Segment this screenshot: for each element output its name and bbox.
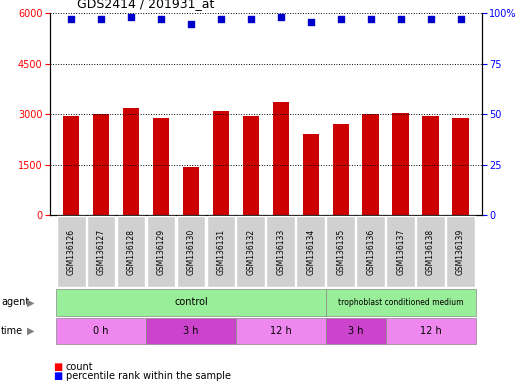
FancyBboxPatch shape <box>147 217 175 287</box>
Text: GSM136138: GSM136138 <box>426 228 435 275</box>
Point <box>97 17 105 23</box>
FancyBboxPatch shape <box>146 318 236 344</box>
Point <box>187 20 195 26</box>
Text: 12 h: 12 h <box>270 326 291 336</box>
Point <box>127 14 135 20</box>
Text: ▶: ▶ <box>27 326 35 336</box>
FancyBboxPatch shape <box>206 217 235 287</box>
Text: control: control <box>174 297 208 308</box>
Point <box>366 17 375 23</box>
FancyBboxPatch shape <box>87 217 116 287</box>
Bar <box>303 134 319 215</box>
Point <box>427 17 435 23</box>
FancyBboxPatch shape <box>56 289 326 316</box>
Text: GSM136139: GSM136139 <box>456 228 465 275</box>
Point <box>277 14 285 20</box>
Text: 0 h: 0 h <box>93 326 109 336</box>
FancyBboxPatch shape <box>386 217 415 287</box>
FancyBboxPatch shape <box>236 318 326 344</box>
Point <box>307 18 315 25</box>
Text: percentile rank within the sample: percentile rank within the sample <box>66 371 231 381</box>
FancyBboxPatch shape <box>296 217 325 287</box>
FancyBboxPatch shape <box>117 217 145 287</box>
Text: GSM136128: GSM136128 <box>127 228 136 275</box>
Bar <box>153 118 169 215</box>
FancyBboxPatch shape <box>237 217 265 287</box>
Text: time: time <box>1 326 23 336</box>
Text: GSM136127: GSM136127 <box>97 228 106 275</box>
FancyBboxPatch shape <box>446 217 475 287</box>
Text: GSM136134: GSM136134 <box>306 228 315 275</box>
FancyBboxPatch shape <box>356 217 385 287</box>
FancyBboxPatch shape <box>56 217 86 287</box>
Point <box>67 17 76 23</box>
FancyBboxPatch shape <box>176 217 205 287</box>
Text: GSM136137: GSM136137 <box>396 228 405 275</box>
Bar <box>452 118 469 215</box>
Text: ■: ■ <box>53 362 62 372</box>
Text: GDS2414 / 201931_at: GDS2414 / 201931_at <box>77 0 214 10</box>
Point <box>216 17 225 23</box>
Text: 12 h: 12 h <box>420 326 441 336</box>
Text: GSM136133: GSM136133 <box>276 228 285 275</box>
FancyBboxPatch shape <box>326 289 476 316</box>
Bar <box>243 116 259 215</box>
Bar <box>93 114 109 215</box>
Text: GSM136126: GSM136126 <box>67 228 76 275</box>
Bar <box>123 108 139 215</box>
Text: count: count <box>66 362 93 372</box>
Bar <box>63 116 79 215</box>
Point <box>157 17 165 23</box>
Point <box>336 17 345 23</box>
Point <box>247 17 255 23</box>
Text: 3 h: 3 h <box>348 326 363 336</box>
Point <box>456 17 465 23</box>
Text: GSM136132: GSM136132 <box>247 228 256 275</box>
Bar <box>422 116 439 215</box>
FancyBboxPatch shape <box>385 318 476 344</box>
Text: GSM136135: GSM136135 <box>336 228 345 275</box>
FancyBboxPatch shape <box>267 217 295 287</box>
Point <box>397 17 405 23</box>
Bar <box>333 124 349 215</box>
Bar <box>392 113 409 215</box>
Text: agent: agent <box>1 297 30 308</box>
FancyBboxPatch shape <box>56 318 146 344</box>
Text: GSM136136: GSM136136 <box>366 228 375 275</box>
FancyBboxPatch shape <box>416 217 445 287</box>
Bar <box>183 167 199 215</box>
Text: 3 h: 3 h <box>183 326 199 336</box>
Text: GSM136130: GSM136130 <box>186 228 195 275</box>
Text: GSM136131: GSM136131 <box>216 228 225 275</box>
Text: ■: ■ <box>53 371 62 381</box>
Bar <box>213 111 229 215</box>
Text: trophoblast conditioned medium: trophoblast conditioned medium <box>338 298 464 307</box>
Bar <box>362 114 379 215</box>
FancyBboxPatch shape <box>326 217 355 287</box>
Bar <box>272 103 289 215</box>
Text: GSM136129: GSM136129 <box>156 228 165 275</box>
FancyBboxPatch shape <box>326 318 385 344</box>
Text: ▶: ▶ <box>27 297 35 308</box>
